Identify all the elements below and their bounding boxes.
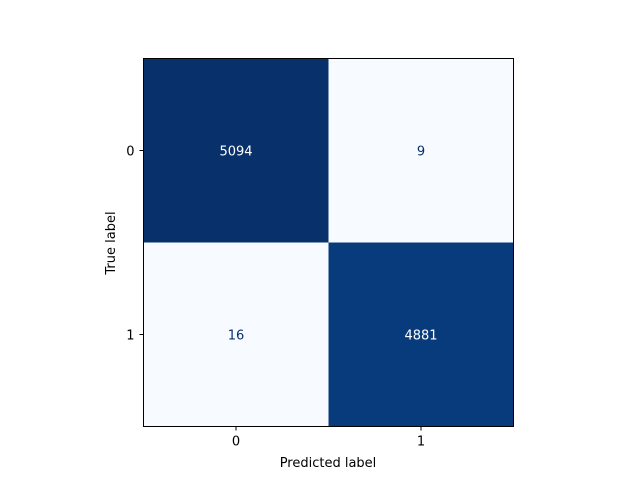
cells-layer xyxy=(143,58,514,427)
y-tick-label: 1 xyxy=(126,329,134,344)
matrix-cell xyxy=(143,58,329,243)
y-axis-label: True label xyxy=(104,211,119,275)
cell-value-label: 5094 xyxy=(219,145,252,160)
plot-frame xyxy=(143,58,514,427)
x-tick-label: 1 xyxy=(417,435,425,450)
y-tick-label: 0 xyxy=(126,145,134,160)
x-tick-label: 0 xyxy=(232,435,240,450)
cell-labels-layer: 5094 9 16 4881 xyxy=(219,145,437,344)
y-ticks-layer: 01 xyxy=(126,145,144,344)
cell-value-label: 16 xyxy=(228,329,245,344)
matrix-cell xyxy=(328,242,514,427)
cell-value-label: 9 xyxy=(417,145,425,160)
matrix-cell xyxy=(328,58,514,243)
x-axis-label: Predicted label xyxy=(280,456,377,471)
matrix-cell xyxy=(143,242,329,427)
cell-value-label: 4881 xyxy=(404,329,437,344)
